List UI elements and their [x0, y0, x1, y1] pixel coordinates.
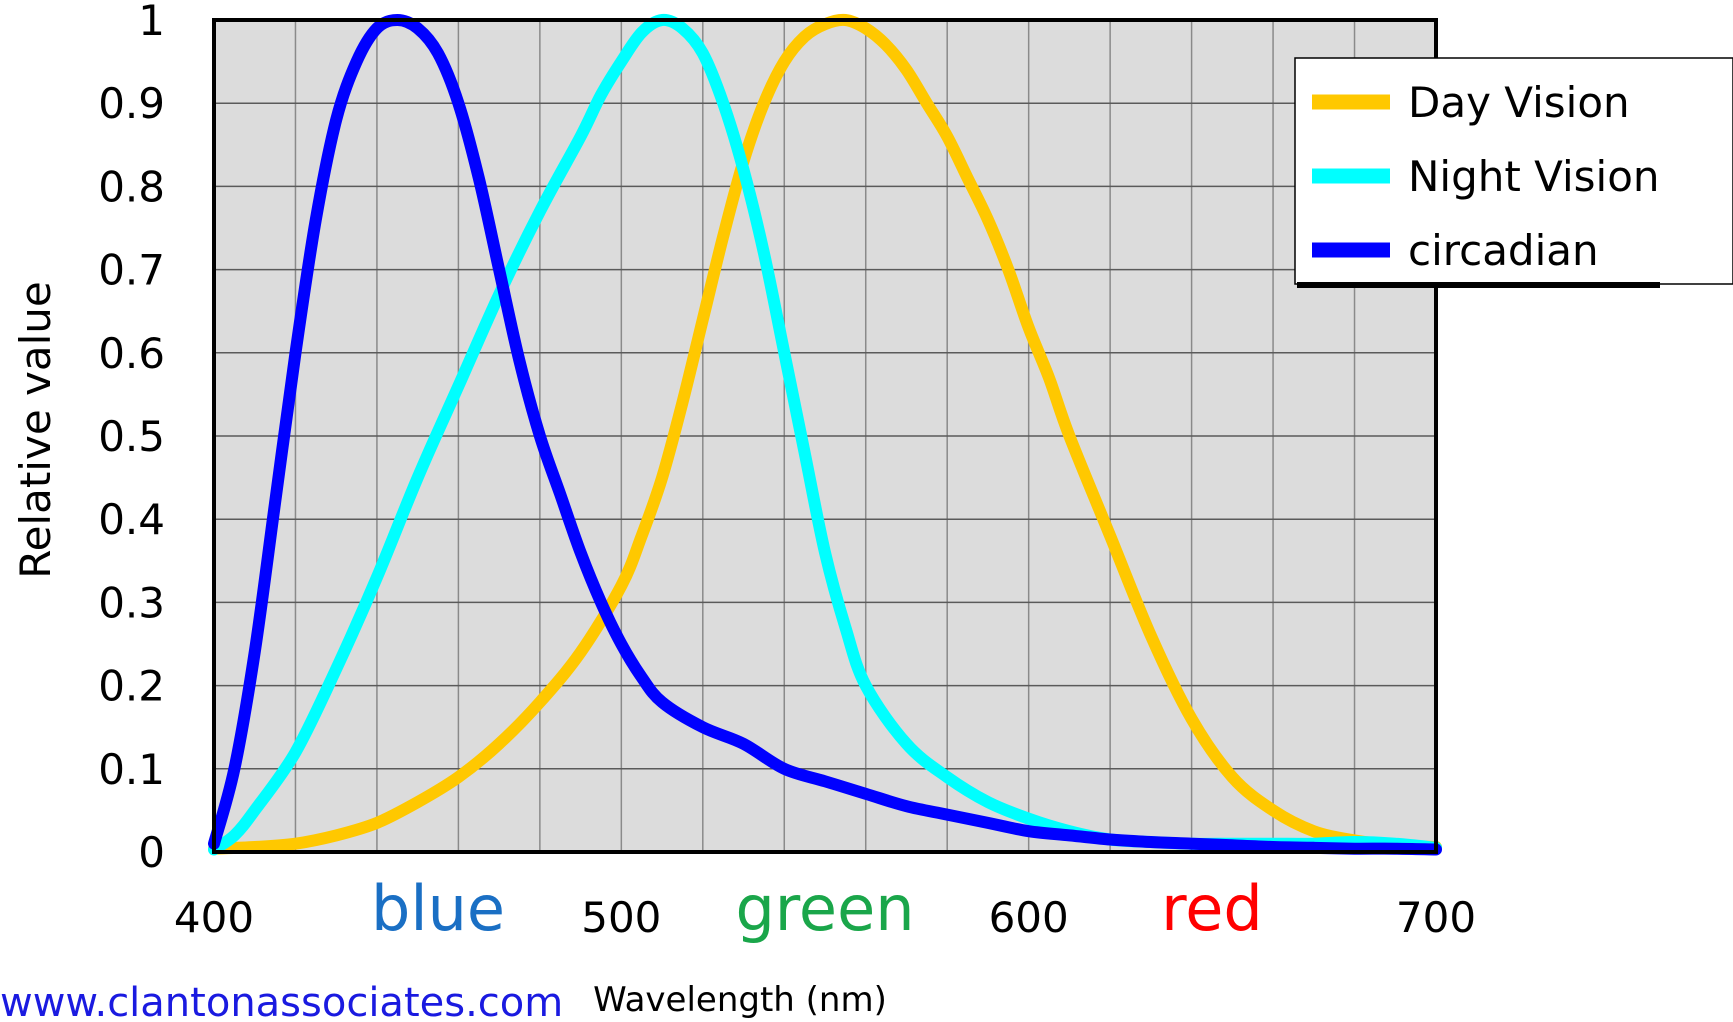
band-labels: blue green red: [371, 872, 1263, 945]
legend-label: Night Vision: [1408, 152, 1660, 201]
x-tick-label: 600: [989, 893, 1069, 942]
legend-label: circadian: [1408, 226, 1599, 275]
x-axis-ticks: 400 500 600 700: [174, 893, 1476, 942]
plot-border: [212, 18, 1438, 854]
band-label-blue: blue: [371, 872, 505, 945]
y-axis-label: Relative value: [11, 281, 60, 578]
y-tick-label: 0.7: [98, 246, 165, 295]
grid-lines: [214, 20, 1436, 852]
x-tick-label: 400: [174, 893, 254, 942]
y-tick-label: 0.1: [98, 745, 165, 794]
y-tick-label: 0.3: [98, 578, 165, 627]
legend-label: Day Vision: [1408, 78, 1630, 127]
y-tick-label: 0.6: [98, 329, 165, 378]
y-tick-label: 1: [138, 0, 165, 45]
band-label-red: red: [1161, 872, 1263, 945]
y-tick-label: 0: [138, 828, 165, 877]
legend: Day Vision Night Vision circadian: [1294, 57, 1733, 288]
website-link[interactable]: www.clantonassociates.com: [0, 980, 563, 1022]
y-tick-label: 0.2: [98, 662, 165, 711]
band-label-green: green: [735, 872, 914, 945]
y-tick-label: 0.4: [98, 495, 165, 544]
y-axis-ticks: 0 0.1 0.2 0.3 0.4 0.5 0.6 0.7 0.8 0.9 1: [98, 0, 165, 877]
y-tick-label: 0.9: [98, 79, 165, 128]
y-tick-label: 0.8: [98, 162, 165, 211]
series-line-circadian: [208, 14, 1442, 856]
y-tick-label: 0.5: [98, 412, 165, 461]
x-axis-label: Wavelength (nm): [593, 980, 887, 1020]
x-tick-label: 700: [1396, 893, 1476, 942]
x-tick-label: 500: [581, 893, 661, 942]
